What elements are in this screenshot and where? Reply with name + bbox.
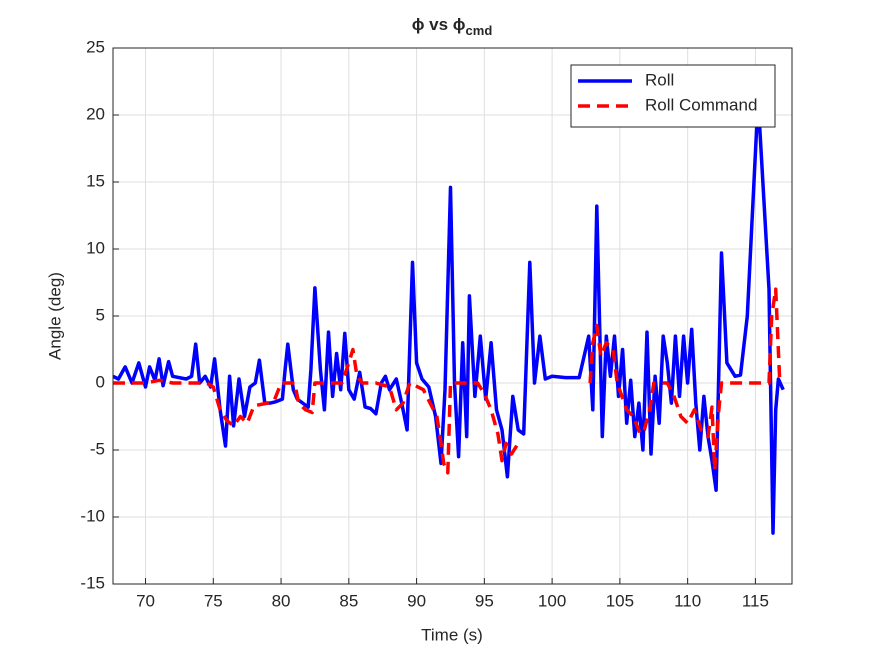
y-tick-label: 5: [96, 305, 105, 324]
x-tick-label: 90: [407, 591, 426, 610]
y-tick-label: 15: [86, 171, 105, 190]
x-tick-label: 110: [674, 591, 701, 610]
title-main: ϕ vs ϕ: [412, 15, 466, 34]
y-tick-label: 20: [86, 104, 105, 123]
legend-label: Roll Command: [645, 95, 757, 114]
y-tick-label: -5: [90, 439, 105, 458]
x-tick-label: 100: [538, 591, 566, 610]
chart-title: ϕ vs ϕcmd: [412, 15, 493, 38]
y-tick-label: 0: [96, 372, 105, 391]
x-tick-label: 105: [606, 591, 634, 610]
x-tick-label: 115: [742, 591, 769, 610]
title-subscript: cmd: [466, 23, 493, 38]
x-tick-label: 85: [339, 591, 358, 610]
y-tick-label: -15: [80, 573, 105, 592]
y-tick-label: -10: [80, 506, 105, 525]
axes-box: [112, 47, 793, 585]
legend: Roll Roll Command: [570, 64, 776, 128]
x-tick-label: 75: [204, 591, 223, 610]
y-tick-label: 25: [86, 37, 105, 56]
y-axis-label: Angle (deg): [45, 272, 64, 360]
x-tick-label: 95: [475, 591, 494, 610]
y-tick-label: 10: [86, 238, 105, 257]
x-tick-label: 80: [272, 591, 291, 610]
legend-label: Roll: [645, 70, 674, 89]
x-axis-label: Time (s): [421, 625, 483, 644]
x-tick-label: 70: [136, 591, 155, 610]
legend-box: [570, 64, 776, 128]
data-line: [113, 97, 785, 535]
